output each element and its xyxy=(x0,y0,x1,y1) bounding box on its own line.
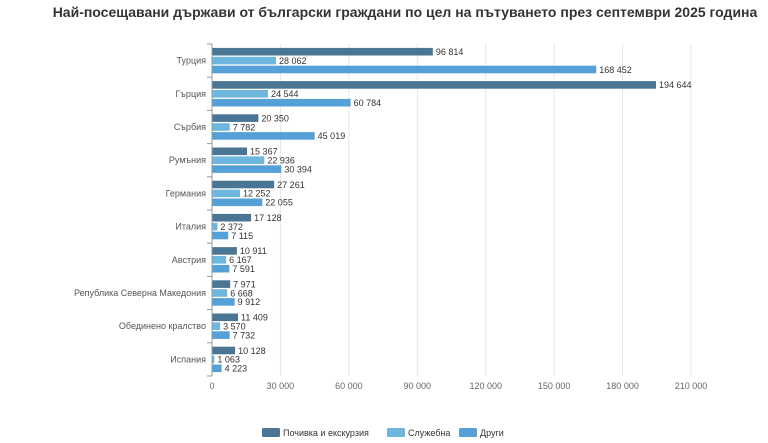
label-layer: 96 814 28 062 168 452 194 644 24 544 60 784 20… xyxy=(217,47,691,374)
bar[interactable] xyxy=(212,147,248,156)
category-label: Германия xyxy=(166,188,206,198)
data-label: 27 261 xyxy=(277,180,305,190)
bar[interactable] xyxy=(212,65,597,74)
data-label: 30 394 xyxy=(284,164,312,174)
grid-layer xyxy=(279,44,692,376)
data-label: 6 167 xyxy=(229,255,252,265)
legend-swatch[interactable] xyxy=(387,428,405,437)
bar-layer xyxy=(212,47,656,373)
x-tick-label: 210 000 xyxy=(675,381,708,391)
bar[interactable] xyxy=(212,364,222,373)
data-label: 45 019 xyxy=(318,131,346,141)
data-label: 2 372 xyxy=(220,222,243,232)
bar[interactable] xyxy=(212,81,656,89)
data-label: 28 062 xyxy=(279,56,307,66)
data-label: 4 223 xyxy=(225,364,248,374)
legend-label[interactable]: Други xyxy=(480,428,504,438)
data-label: 7 591 xyxy=(232,264,255,274)
data-label: 7 971 xyxy=(233,279,256,289)
bar[interactable] xyxy=(212,198,263,207)
data-label: 7 732 xyxy=(233,330,256,340)
bar[interactable] xyxy=(212,90,268,98)
bar[interactable] xyxy=(212,280,231,288)
data-label: 17 128 xyxy=(254,213,282,223)
bar[interactable] xyxy=(212,256,227,264)
data-label: 6 668 xyxy=(230,288,253,298)
x-tick-label: 30 000 xyxy=(267,381,295,391)
bar[interactable] xyxy=(212,165,282,173)
data-label: 60 784 xyxy=(354,98,382,108)
category-label: Обединено кралство xyxy=(119,321,206,331)
legend[interactable]: Почивка и екскурзия Служебна Други xyxy=(262,428,504,438)
bar[interactable] xyxy=(212,264,230,273)
legend-swatch[interactable] xyxy=(459,428,477,437)
category-label: Италия xyxy=(175,222,206,232)
data-label: 1 063 xyxy=(217,355,240,365)
bar[interactable] xyxy=(212,123,230,131)
data-label: 3 570 xyxy=(223,322,246,332)
bar[interactable] xyxy=(212,355,215,364)
category-label: Гърция xyxy=(175,89,206,99)
x-tick-label: 150 000 xyxy=(538,381,571,391)
data-label: 7 782 xyxy=(233,122,256,132)
bar[interactable] xyxy=(212,189,240,198)
category-label: Австрия xyxy=(172,255,206,265)
bar[interactable] xyxy=(212,156,265,164)
x-tick-label: 120 000 xyxy=(469,381,502,391)
legend-swatch[interactable] xyxy=(262,428,280,437)
category-label: Испания xyxy=(170,354,206,364)
bar[interactable] xyxy=(212,114,259,122)
category-label: Република Северна Македония xyxy=(74,288,206,298)
data-label: 96 814 xyxy=(436,47,464,57)
bar[interactable] xyxy=(212,322,221,330)
bar[interactable] xyxy=(212,132,315,140)
bar[interactable] xyxy=(212,56,277,65)
category-label: Турция xyxy=(177,56,207,66)
bar[interactable] xyxy=(212,222,218,231)
bar[interactable] xyxy=(212,47,433,56)
x-tick-label: 60 000 xyxy=(335,381,363,391)
bar[interactable] xyxy=(212,346,236,355)
data-label: 11 409 xyxy=(241,313,268,323)
data-label: 12 252 xyxy=(243,189,271,199)
x-tick-label: 0 xyxy=(209,381,214,391)
bar[interactable] xyxy=(212,289,228,297)
data-label: 7 115 xyxy=(231,231,253,241)
bar[interactable] xyxy=(212,231,229,240)
data-label: 194 644 xyxy=(659,80,692,90)
x-tick-label: 180 000 xyxy=(606,381,639,391)
data-label: 168 452 xyxy=(599,65,632,75)
data-label: 22 936 xyxy=(267,156,295,166)
category-label: Сърбия xyxy=(174,122,206,132)
bar[interactable] xyxy=(212,298,235,306)
legend-label[interactable]: Почивка и екскурзия xyxy=(283,428,369,438)
bar[interactable] xyxy=(212,331,230,339)
bar[interactable] xyxy=(212,247,237,255)
data-label: 15 367 xyxy=(250,147,278,157)
data-label: 10 128 xyxy=(238,346,266,356)
bar[interactable] xyxy=(212,180,275,189)
bar[interactable] xyxy=(212,98,351,107)
data-label: 20 350 xyxy=(261,113,289,123)
x-tick-label: 90 000 xyxy=(404,381,432,391)
data-label: 24 544 xyxy=(271,89,299,99)
data-label: 9 912 xyxy=(238,297,261,307)
legend-label[interactable]: Служебна xyxy=(408,428,450,438)
axis-layer: 0 30 000 60 000 90 000 120 000 150 000 180 000… xyxy=(74,43,708,391)
data-label: 22 055 xyxy=(265,198,293,208)
bar[interactable] xyxy=(212,213,252,222)
data-label: 10 911 xyxy=(240,246,267,256)
chart-title: Най-посещавани държави от български граж… xyxy=(53,4,758,20)
bar[interactable] xyxy=(212,313,239,322)
category-label: Румъния xyxy=(169,155,206,165)
